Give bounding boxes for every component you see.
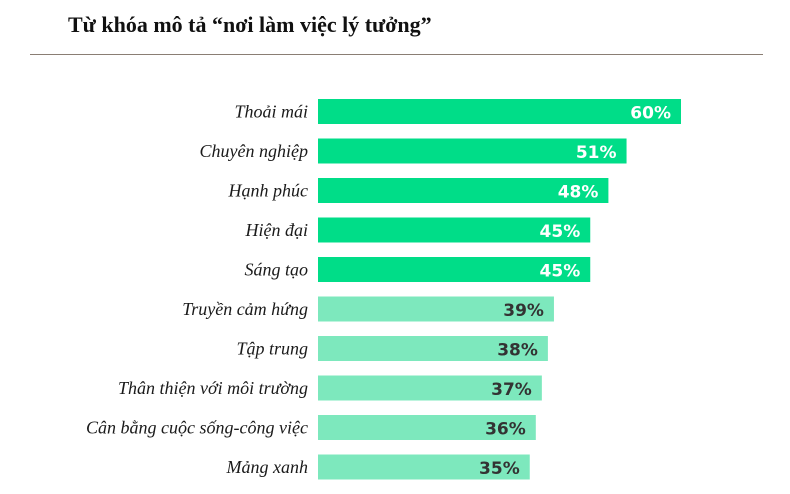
category-label: Tập trung [236,339,308,359]
category-label: Cân bằng cuộc sống-công việc [86,418,308,438]
bar [318,217,591,243]
bar [318,296,554,322]
chart-title: Từ khóa mô tả “nơi làm việc lý tưởng” [68,12,432,37]
value-label: 36% [485,420,526,440]
value-label: 51% [576,143,617,163]
bar [318,454,530,480]
title-divider [30,54,763,55]
category-label: Hạnh phúc [228,181,309,201]
category-label: Sáng tạo [244,260,308,280]
value-label: 37% [491,380,532,400]
category-label: Thân thiện với môi trường [118,378,308,398]
value-label: 48% [558,183,599,203]
value-label: 60% [630,104,671,124]
bar [318,375,542,401]
value-label: 45% [540,262,581,282]
category-label: Chuyên nghiệp [200,141,308,161]
value-label: 45% [540,222,581,242]
bar [318,178,609,203]
bar [318,415,536,440]
value-label: 38% [497,341,538,361]
category-label: Mảng xanh [226,457,308,477]
category-label: Hiện đại [245,220,309,240]
category-label: Truyền cảm hứng [182,299,308,319]
bar [318,138,627,164]
value-label: 39% [503,301,544,321]
bar [318,257,591,282]
category-label: Thoải mái [234,102,308,122]
bar [318,336,548,361]
value-label: 35% [479,459,520,479]
bar [318,99,681,124]
